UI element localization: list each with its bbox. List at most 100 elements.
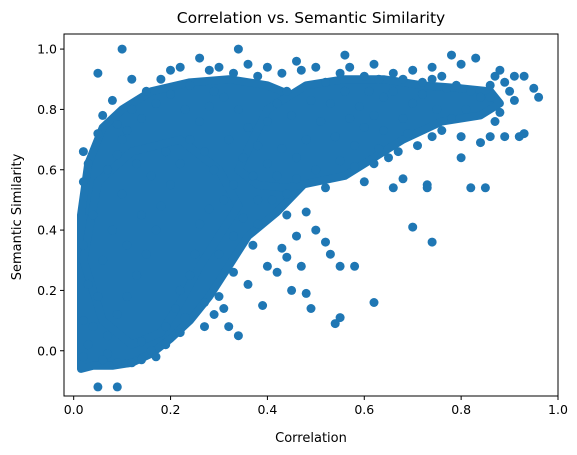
data-point <box>306 304 316 313</box>
data-point <box>170 304 180 313</box>
data-point <box>122 292 132 301</box>
data-point <box>214 62 224 72</box>
data-point <box>321 183 330 193</box>
data-point <box>422 183 432 193</box>
x-tick-label: 1.0 <box>548 402 568 417</box>
data-point <box>83 159 93 169</box>
data-point <box>107 225 117 235</box>
data-point <box>311 62 321 72</box>
data-point <box>83 279 93 289</box>
data-point <box>248 240 258 250</box>
data-point <box>253 195 263 205</box>
data-point <box>88 322 98 332</box>
data-point <box>180 104 190 114</box>
data-point <box>466 183 476 193</box>
data-point <box>253 71 263 81</box>
y-tick-label: 0.8 <box>37 102 57 117</box>
data-point <box>292 153 301 163</box>
data-point <box>209 310 219 319</box>
data-point <box>243 59 253 69</box>
x-axis-ticks: 0.0 0.2 0.4 0.6 0.8 1.0 <box>64 396 568 417</box>
y-tick-label: 0.4 <box>37 223 57 238</box>
data-point <box>335 261 345 271</box>
data-point <box>509 71 519 81</box>
data-point <box>175 285 185 295</box>
data-point <box>379 92 389 102</box>
data-point <box>175 328 185 338</box>
data-point <box>287 285 297 295</box>
data-point <box>107 95 117 105</box>
data-point <box>112 310 122 319</box>
data-point <box>195 117 205 126</box>
data-point <box>514 132 524 142</box>
data-point <box>141 86 151 96</box>
data-point <box>151 225 161 235</box>
data-point <box>229 180 238 190</box>
data-point <box>141 249 151 259</box>
data-point <box>282 252 292 262</box>
data-point <box>485 92 495 102</box>
data-point <box>200 322 209 332</box>
data-point <box>112 382 122 392</box>
data-point <box>413 141 422 151</box>
data-point <box>200 147 209 157</box>
dense-point-regions <box>77 75 504 373</box>
data-point <box>122 240 132 250</box>
data-point <box>490 117 500 126</box>
data-point <box>253 219 263 229</box>
data-point <box>137 210 146 220</box>
data-point <box>195 53 205 63</box>
data-point <box>519 71 529 81</box>
data-point <box>369 298 379 307</box>
data-point <box>388 86 398 96</box>
data-point <box>427 62 437 72</box>
data-point <box>282 189 292 199</box>
data-point <box>248 171 258 181</box>
data-point <box>427 237 437 247</box>
data-point <box>175 62 185 72</box>
data-point <box>340 50 350 60</box>
data-point <box>78 177 88 187</box>
data-point <box>359 71 369 81</box>
data-point <box>384 153 393 163</box>
data-point <box>132 159 142 169</box>
data-point <box>350 162 360 172</box>
data-point <box>204 101 214 111</box>
data-point <box>204 65 214 75</box>
data-point <box>301 288 311 298</box>
data-point <box>301 135 311 145</box>
data-point <box>122 126 132 135</box>
data-point <box>146 171 156 181</box>
x-tick-label: 0.2 <box>161 402 181 417</box>
data-point <box>117 189 127 199</box>
data-point <box>214 292 224 301</box>
data-point <box>500 132 510 142</box>
data-point <box>262 117 272 126</box>
data-points <box>78 44 544 392</box>
data-point <box>166 89 175 99</box>
data-point <box>398 74 408 84</box>
data-point <box>117 44 127 54</box>
data-point <box>272 171 282 181</box>
data-point <box>461 104 471 114</box>
data-point <box>369 110 379 120</box>
data-point <box>103 331 113 341</box>
data-point <box>325 249 335 259</box>
data-point <box>374 74 384 84</box>
data-point <box>204 204 214 214</box>
data-point <box>374 144 384 154</box>
data-point <box>325 98 335 108</box>
y-tick-label: 1.0 <box>37 42 57 57</box>
data-point <box>447 50 456 60</box>
data-point <box>98 110 108 120</box>
data-point <box>229 231 238 241</box>
data-point <box>243 123 253 132</box>
data-point <box>398 174 408 184</box>
data-point <box>437 71 447 81</box>
data-point <box>287 110 297 120</box>
data-point <box>495 107 505 117</box>
data-point <box>292 56 301 66</box>
data-point <box>480 183 490 193</box>
data-point <box>456 59 466 69</box>
